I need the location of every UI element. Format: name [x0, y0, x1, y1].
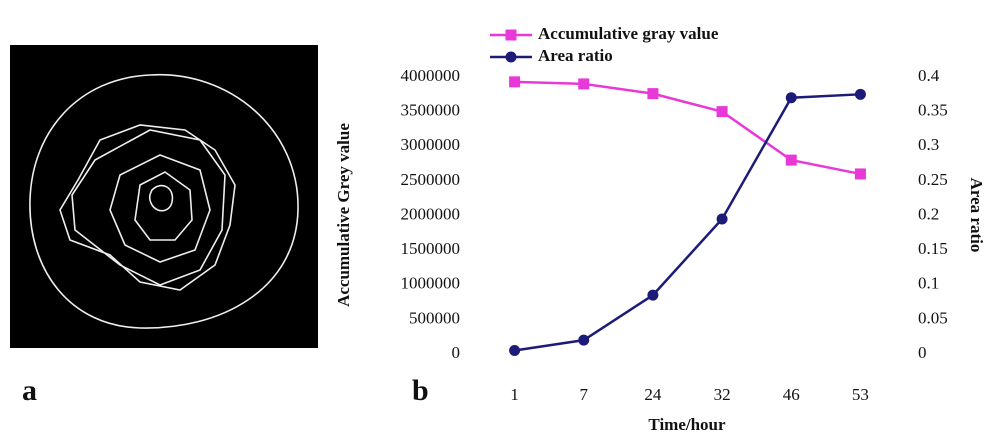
- marker: [854, 88, 866, 100]
- marker: [505, 51, 517, 63]
- legend-label: Accumulative gray value: [538, 24, 719, 43]
- x-tick-label: 1: [510, 385, 519, 404]
- image-panel: [10, 45, 318, 348]
- x-tick-label: 24: [644, 385, 662, 404]
- marker: [785, 154, 797, 166]
- marker: [785, 92, 797, 104]
- y2-tick-label: 0.4: [918, 66, 940, 85]
- marker: [578, 78, 590, 90]
- y2-tick-label: 0.15: [918, 239, 948, 258]
- y-tick-label: 2500000: [401, 170, 461, 189]
- y-axis-label: Accumulative Grey value: [334, 123, 353, 307]
- y-tick-label: 1500000: [401, 239, 461, 258]
- y-tick-label: 1000000: [401, 274, 461, 293]
- y2-axis-label: Area ratio: [967, 178, 986, 253]
- marker: [854, 168, 866, 180]
- x-tick-label: 7: [580, 385, 589, 404]
- marker: [647, 289, 659, 301]
- marker: [509, 345, 521, 357]
- x-axis-label: Time/hour: [648, 415, 726, 434]
- marker: [716, 213, 728, 225]
- marker: [647, 88, 659, 100]
- panel-label: a: [22, 374, 37, 407]
- y2-tick-label: 0.3: [918, 135, 939, 154]
- y-tick-label: 500000: [409, 308, 460, 327]
- marker: [716, 106, 728, 118]
- series-line: [514, 80, 861, 176]
- y-tick-label: 3000000: [401, 135, 461, 154]
- y2-tick-label: 0.05: [918, 308, 948, 327]
- contours: [29, 74, 299, 329]
- panel-label: b: [412, 374, 429, 407]
- y2-tick-label: 0.35: [918, 101, 948, 120]
- x-tick-label: 46: [783, 385, 800, 404]
- y2-tick-label: 0.2: [918, 204, 939, 223]
- y-tick-label: 2000000: [401, 204, 461, 223]
- y-tick-label: 4000000: [401, 66, 461, 85]
- marker: [578, 334, 590, 346]
- marker: [509, 76, 521, 88]
- x-tick-label: 32: [714, 385, 731, 404]
- x-tick-label: 53: [852, 385, 869, 404]
- y-tick-label: 0: [452, 343, 461, 362]
- y2-tick-label: 0.25: [918, 170, 948, 189]
- y2-tick-label: 0.1: [918, 274, 939, 293]
- legend-label: Area ratio: [538, 46, 613, 65]
- y-tick-label: 3500000: [401, 101, 461, 120]
- marker: [505, 29, 517, 41]
- y2-tick-label: 0: [918, 343, 927, 362]
- series-line: [514, 93, 861, 352]
